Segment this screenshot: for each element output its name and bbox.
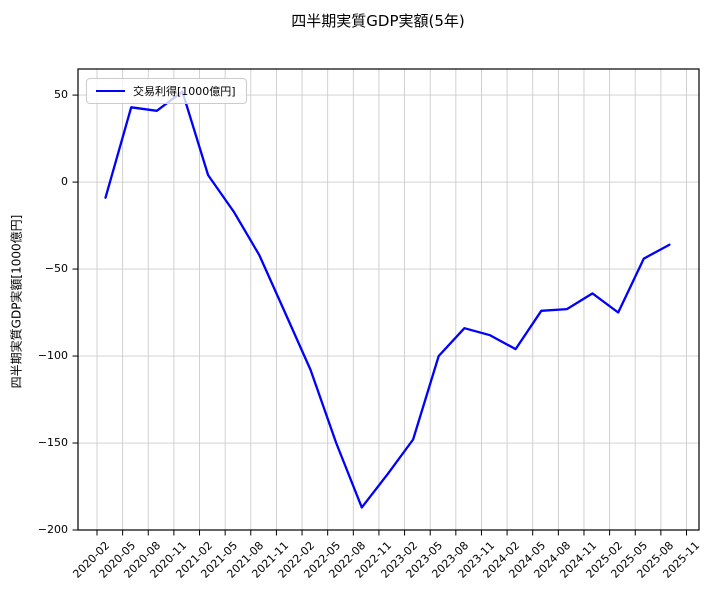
legend-line-sample-icon (96, 90, 125, 92)
y-tick-label: 0 (61, 175, 68, 189)
legend-label: 交易利得[1000億円] (133, 85, 236, 98)
data-line-series-0 (104, 90, 671, 509)
y-tick-label: −50 (44, 262, 68, 276)
y-axis-label: 四半期実質GDP実額[1000億円] (9, 214, 24, 389)
plot-spines (77, 68, 700, 531)
y-tick-label: 50 (54, 88, 68, 102)
y-tick-label: −100 (37, 349, 68, 363)
legend: 交易利得[1000億円] (86, 78, 247, 104)
chart-title: 四半期実質GDP実額(5年) (291, 12, 465, 30)
y-tick-label: −150 (37, 436, 68, 450)
y-tick-label: −200 (37, 523, 68, 536)
